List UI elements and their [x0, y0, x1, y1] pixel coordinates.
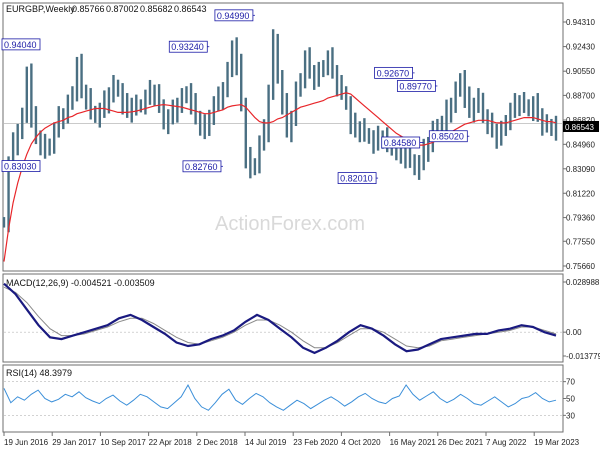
- header-high: 0.87002: [106, 4, 139, 14]
- watermark: ActionForex.com: [215, 213, 365, 235]
- annotation-box: [381, 136, 421, 149]
- x-tick-label: 14 Jul 2019: [245, 438, 287, 447]
- macd-signal-line: [3, 286, 557, 349]
- x-tick-label: 7 Aug 2022: [486, 438, 527, 447]
- rsi-y-tick-label: 30: [566, 411, 575, 420]
- annotation-label: 0.93240: [171, 42, 204, 52]
- annotation-label: 0.94990: [217, 11, 250, 21]
- price-y-tick-label: 0.81220: [566, 189, 595, 198]
- moving-average-line: [3, 92, 557, 262]
- annotation-label: 0.89770: [399, 81, 432, 91]
- price-y-axis: 0.94310 0.92430 0.90550 0.88700 0.86820 0.849…: [563, 18, 595, 271]
- price-y-tick-label: 0.75660: [566, 262, 595, 271]
- price-y-tick-label: 0.92430: [566, 43, 595, 52]
- rsi-y-tick-label: 50: [566, 395, 575, 404]
- annotation-label: 0.84580: [384, 138, 417, 148]
- x-tick-label: 19 Mar 2023: [534, 438, 579, 447]
- current-price-label: 0.86543: [565, 123, 594, 132]
- price-annotation-group: 0.94990 0.93240 0.92670 0.89770 0.82760 0.820…: [1, 9, 470, 184]
- x-tick-label: 23 Feb 2020: [293, 438, 338, 447]
- annotation-label: 0.83030: [4, 162, 37, 172]
- x-tick-label: 2 Dec 2018: [197, 438, 238, 447]
- chart-header: EURGBP,Weekly 0.85766 0.87002 0.85682 0.…: [6, 4, 207, 14]
- annotation-box: [337, 172, 377, 184]
- price-y-tick-label: 0.84960: [566, 140, 595, 149]
- x-tick-label: 10 Sep 2017: [100, 438, 146, 447]
- price-annotation: 0.94990: [214, 9, 255, 22]
- current-price-marker: 0.86543: [563, 121, 599, 132]
- price-annotation: 0.94040: [1, 38, 41, 51]
- price-annotation: 0.82760: [182, 160, 223, 173]
- annotation-box: [168, 40, 208, 53]
- price-annotation: 0.82010: [337, 172, 379, 184]
- annotation-label: 0.94040: [4, 40, 37, 50]
- x-axis: 19 Jun 2016 29 Jan 2017 10 Sep 2017 22 Apr …: [3, 432, 580, 447]
- macd-line: [3, 282, 557, 355]
- rsi-y-tick-label: 70: [566, 378, 575, 387]
- price-y-tick-label: 0.83090: [566, 165, 595, 174]
- annotation-box: [1, 160, 41, 172]
- annotation-box: [374, 66, 413, 79]
- header-low: 0.85682: [140, 4, 173, 14]
- annotation-box: [214, 9, 254, 22]
- x-tick-label: 4 Oct 2020: [341, 438, 381, 447]
- price-y-tick-label: 0.86820: [566, 116, 595, 125]
- price-annotation: 0.85020: [428, 130, 470, 143]
- rsi-label: RSI(14) 48.3979: [6, 368, 72, 378]
- annotation-label: 0.92670: [377, 68, 410, 78]
- macd-panel-frame: [2, 273, 564, 363]
- macd-y-tick-label: -0.013779: [566, 352, 600, 361]
- annotation-box: [428, 130, 468, 143]
- price-y-tick-label: 0.94310: [566, 18, 595, 27]
- annotation-box: [182, 160, 222, 173]
- price-y-tick-label: 0.77550: [566, 237, 595, 246]
- annotation-box: [396, 80, 436, 92]
- annotation-label: 0.82760: [185, 162, 218, 172]
- header-close: 0.86543: [174, 4, 207, 14]
- price-annotation: 0.93240: [168, 40, 210, 53]
- rsi-y-axis: 70 50 30: [563, 378, 575, 420]
- x-tick-label: 19 Jun 2016: [4, 438, 49, 447]
- macd-y-axis: 0.028988 0.00 -0.013779: [4, 278, 600, 361]
- price-annotation: 0.84580: [381, 136, 424, 149]
- x-tick-label: 22 Apr 2018: [149, 438, 193, 447]
- x-tick-label: 26 Dec 2021: [438, 438, 484, 447]
- annotation-label: 0.82010: [340, 174, 373, 184]
- annotation-label: 0.85020: [431, 132, 464, 142]
- current-price-box: [563, 121, 599, 132]
- macd-y-tick-label: 0.00: [566, 328, 582, 337]
- macd-label: MACD(12,26,9) -0.004521 -0.003509: [6, 278, 155, 288]
- macd-y-tick-label: 0.028988: [566, 278, 600, 287]
- header-symbol: EURGBP,Weekly: [6, 4, 75, 14]
- price-y-tick-label: 0.90550: [566, 67, 595, 76]
- price-y-tick-label: 0.79360: [566, 214, 595, 223]
- rsi-line: [3, 383, 557, 411]
- price-annotation: 0.89770: [396, 80, 438, 92]
- x-tick-label: 16 May 2021: [390, 438, 437, 447]
- rsi-level-lines: [4, 381, 563, 416]
- price-annotation: 0.83030: [1, 160, 41, 172]
- x-tick-label: 29 Jan 2017: [52, 438, 97, 447]
- price-panel-frame: [2, 2, 564, 272]
- price-annotation: 0.92670: [374, 66, 415, 79]
- header-open: 0.85766: [72, 4, 105, 14]
- price-y-tick-label: 0.88700: [566, 91, 595, 100]
- annotation-box: [1, 38, 41, 51]
